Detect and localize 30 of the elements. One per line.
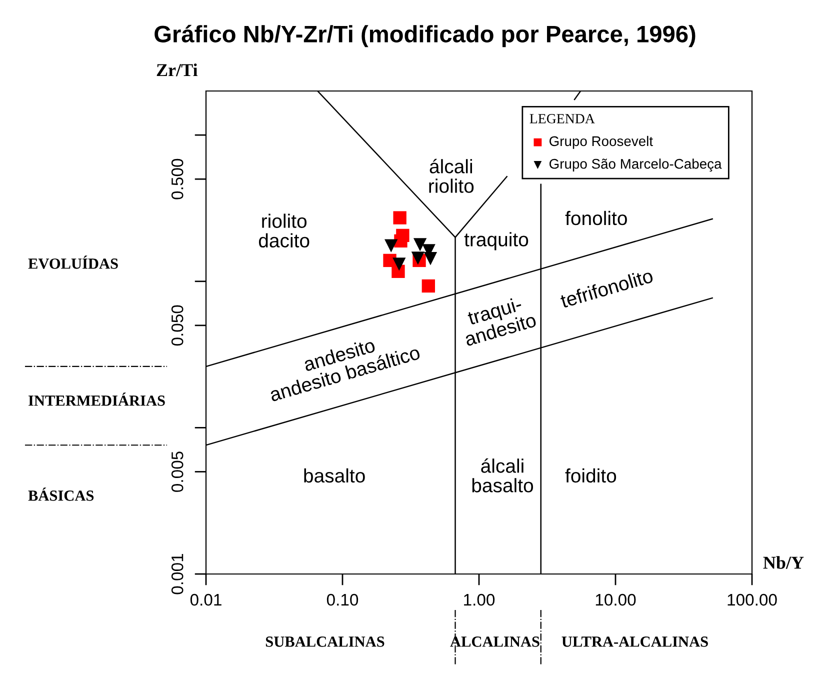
- x-tick-label: 10.00: [596, 594, 636, 606]
- y-axis-title: Zr/Ti: [156, 63, 198, 76]
- legend-label: Grupo São Marcelo-Cabeça: [550, 158, 722, 172]
- text: ULTRA-ALCALINAS: [562, 636, 708, 647]
- chart-title: Gráfico Nb/Y-Zr/Ti (modificado por Pearce, 1996): [154, 24, 696, 48]
- text: ALCALINAS: [450, 636, 540, 647]
- y-tick-label: 0.050: [171, 305, 184, 346]
- x-tick-label: 1.00: [464, 594, 495, 606]
- text: BÁSICAS: [28, 488, 94, 501]
- legend-label: Grupo Roosevelt: [550, 136, 653, 149]
- y-tick-label: 0.001: [171, 554, 184, 594]
- y-tick-label: 0.500: [171, 158, 184, 200]
- x-axis-title: Nb/Y: [763, 556, 804, 569]
- text: EVOLUÍDAS: [28, 256, 118, 269]
- annotation: basalto: [304, 468, 365, 483]
- annotation: andesito andesito basáltico: [268, 338, 421, 402]
- annotation: álcali basalto: [472, 458, 534, 492]
- annotation: fonolito: [565, 210, 627, 226]
- x-tick-label: 0.10: [326, 594, 358, 606]
- legend-title: LEGENDA: [530, 114, 595, 124]
- x-tick-label: 0.01: [190, 594, 222, 606]
- y-tick-label: 0.005: [171, 452, 184, 492]
- annotation: traquito: [464, 232, 528, 250]
- annotation: foidito: [565, 468, 616, 483]
- annotation: riolito dacito: [258, 214, 310, 248]
- text: INTERMEDIÁRIAS: [28, 392, 165, 406]
- text: SUBALCALINAS: [266, 636, 384, 647]
- annotation: álcali riolito: [429, 158, 474, 193]
- annotation: traqui- andesito: [464, 296, 537, 346]
- x-tick-label: 100.00: [728, 594, 777, 606]
